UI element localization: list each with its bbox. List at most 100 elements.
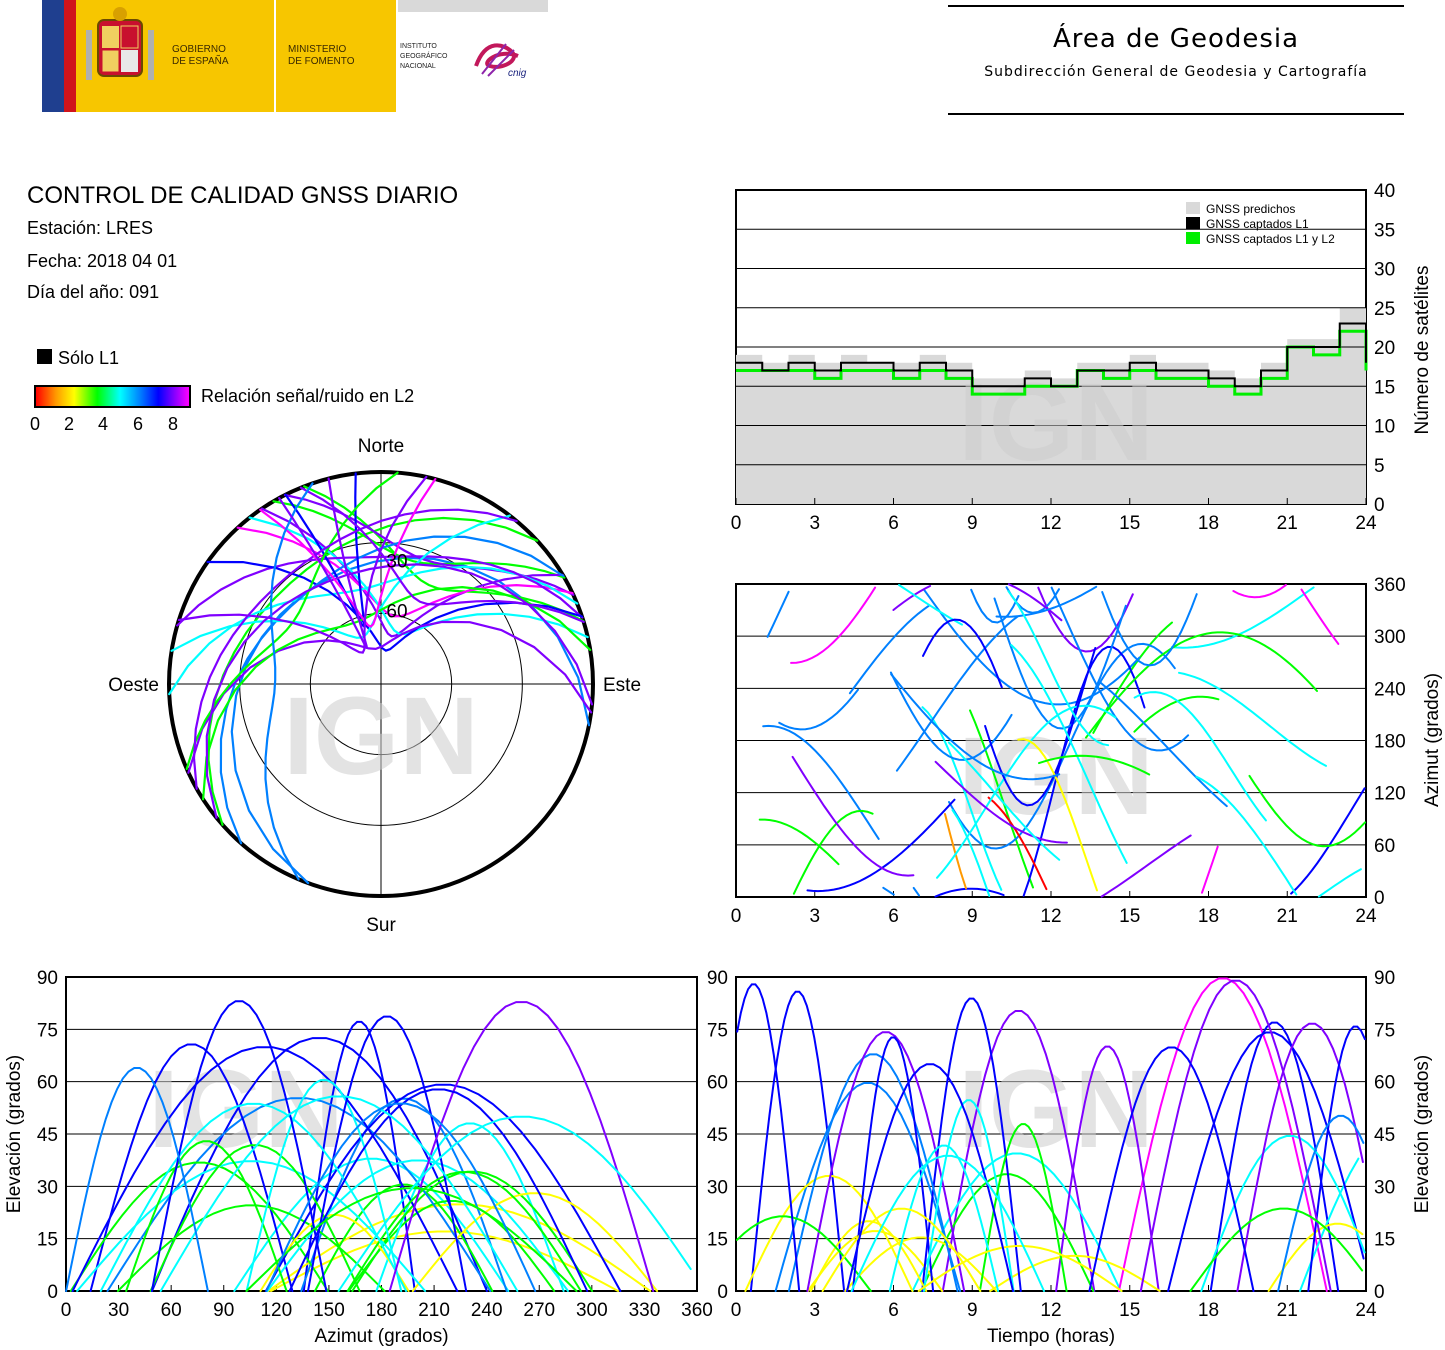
elevation-time-ytick-label: 15 (1374, 1230, 1395, 1251)
elevation-azimuth-track (150, 1000, 328, 1292)
azimuth-track (987, 796, 1048, 891)
snr-tick-2: 2 (64, 414, 75, 434)
elevation-azimuth-track (388, 1001, 655, 1292)
azimuth-track (892, 585, 932, 611)
elevation-time-track (923, 1099, 1015, 1292)
azimuth-track (792, 809, 874, 895)
azimuth-track (984, 647, 1097, 807)
elevation-time-ytick-label: 90 (1374, 968, 1395, 989)
satellite-count-ytick-label: 35 (1374, 220, 1395, 241)
elevation-time-ytick-left: 0 (717, 1282, 728, 1303)
azimuth-track (1085, 631, 1318, 739)
skyplot-track (202, 585, 592, 801)
azimuth-track (1317, 868, 1362, 898)
satellite-count-ytick-label: 5 (1374, 456, 1385, 477)
azimuth-time-xtick-label: 24 (1355, 906, 1377, 927)
satellite-count-ytick-label: 20 (1374, 338, 1395, 359)
azimuth-track (1133, 695, 1220, 733)
elevation-azimuth-track (65, 1067, 209, 1292)
azimuth-track (1201, 845, 1219, 894)
legend-swatch-1 (1186, 217, 1200, 229)
skyplot-track (207, 516, 539, 826)
elevation-azimuth-xtick-label: 330 (629, 1300, 661, 1321)
satellite-count-xtick-label: 6 (888, 513, 899, 534)
elevation-time-ytick-label: 0 (1374, 1282, 1385, 1303)
ign-watermark: IGN (958, 361, 1154, 484)
skyplot-track (170, 514, 511, 652)
azimuth-track (882, 886, 895, 896)
elevation-time-track (1277, 1114, 1365, 1292)
azimuth-time-xtick-label: 3 (809, 906, 820, 927)
area-subtitle: Subdirección General de Geodesia y Carto… (984, 64, 1368, 80)
area-box (948, 5, 1404, 115)
elevation-time-ytick-left: 30 (707, 1177, 728, 1198)
doy-label: Día del año: 091 (27, 282, 160, 302)
elevation-time-xtick-label: 24 (1355, 1300, 1377, 1321)
elevation-time-xtick-label: 6 (888, 1300, 899, 1321)
elevation-azimuth-xtick-label: 120 (260, 1300, 292, 1321)
azimuth-track (890, 673, 1061, 781)
skyplot-chart: IGN Norte Sur Este Oeste 30 60 (108, 436, 641, 936)
elevation-time-track (787, 1053, 959, 1292)
azimuth-track (1050, 586, 1190, 752)
elevation-azimuth-track (307, 1015, 468, 1292)
elevation-time-track (821, 1207, 982, 1292)
elevation-time-track (736, 983, 801, 1292)
elevation-time-track (1167, 1031, 1365, 1292)
elevation-azimuth-xtick-label: 60 (161, 1300, 182, 1321)
cnig-text: cnig (508, 68, 527, 79)
satellite-count-xtick-label: 0 (731, 513, 742, 534)
gobierno-logo: GOBIERNO DE ESPAÑA (76, 0, 274, 112)
snr-tick-6: 6 (133, 414, 144, 434)
skyplot-track (299, 486, 585, 623)
elevation-azimuth-track (411, 1192, 659, 1292)
date-label: Fecha: 2018 04 01 (27, 251, 178, 271)
ign-grey-strip (398, 0, 548, 12)
elevation-time-track (744, 1175, 914, 1292)
gov-line-2: DE ESPAÑA (172, 56, 229, 67)
ign-watermark: IGN (283, 675, 479, 798)
elevation-azimuth-track (245, 1079, 403, 1292)
azimuth-track (1038, 754, 1151, 776)
azimuth-track (758, 818, 840, 866)
elevation-time-track (1189, 1207, 1364, 1292)
elevation-azimuth-ytick-label: 60 (37, 1073, 58, 1094)
azimuth-track (922, 618, 1003, 689)
elevation-time-xtick-label: 9 (967, 1300, 978, 1321)
ign-line-1: INSTITUTO (400, 43, 437, 50)
azimuth-track (1170, 586, 1315, 649)
elevation-time-track (917, 1245, 1123, 1292)
azimuth-track (790, 586, 877, 664)
azimuth-track (778, 688, 859, 731)
elevation-time-track (807, 1230, 944, 1292)
cnig-logo-icon: cnig (474, 43, 527, 79)
elevation-azimuth-track (233, 1157, 510, 1292)
elevation-azimuth-ytick-label: 75 (37, 1020, 58, 1041)
elevation-azimuth-xtick-label: 210 (418, 1300, 450, 1321)
elevation-time-track (850, 1154, 1045, 1292)
elevation-time-track (749, 990, 846, 1292)
station-label: Estación: LRES (27, 218, 154, 238)
elevation-time-track (978, 1123, 1068, 1292)
satellite-count-xtick-label: 9 (967, 513, 978, 534)
azimuth-track (947, 741, 1061, 861)
azimuth-time-ytick-label: 60 (1374, 836, 1395, 857)
l1-only-label: Sólo L1 (58, 348, 120, 368)
elevation-azimuth-track (89, 1043, 294, 1292)
elevation-azimuth-track (337, 1115, 692, 1292)
azimuth-track (1010, 644, 1128, 864)
azimuth-track (848, 604, 930, 695)
azimuth-time-xtick-label: 9 (967, 906, 978, 927)
elevation-time-ytick-left: 15 (707, 1230, 728, 1251)
azimuth-time-ytick-label: 240 (1374, 679, 1406, 700)
azimuth-track (970, 588, 1020, 624)
satellite-count-ylabel: Número de satélites (1412, 266, 1433, 435)
elevation-azimuth-track (265, 1102, 537, 1292)
elevation-time-xtick-label: 18 (1198, 1300, 1219, 1321)
skyplot-track (264, 482, 314, 881)
azimuth-time-ytick-label: 120 (1374, 784, 1406, 805)
elevation-time-xtick-label: 0 (731, 1300, 742, 1321)
elevation-time-ytick-left: 75 (707, 1020, 728, 1041)
elevation-time-track (941, 1010, 1096, 1292)
